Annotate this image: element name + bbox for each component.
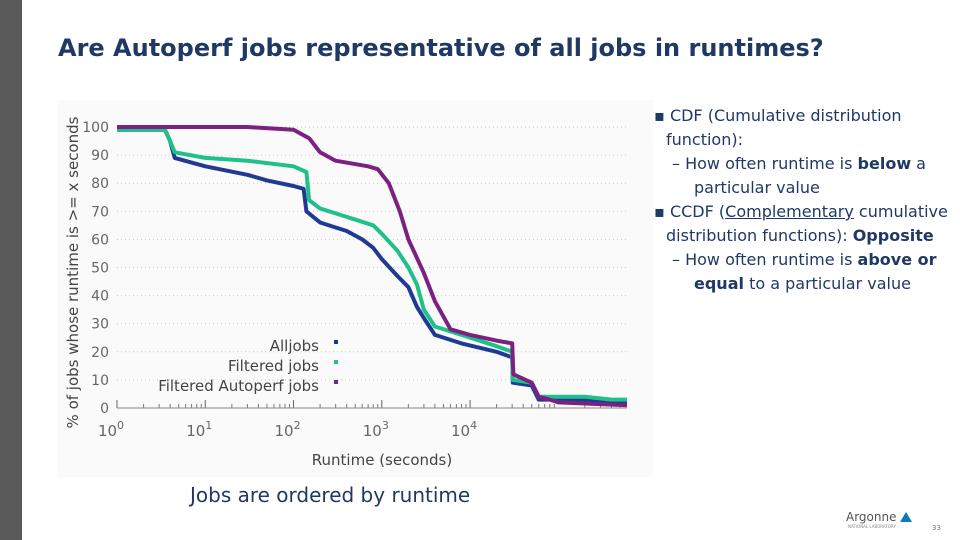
- x-tick-label: 103: [363, 419, 389, 440]
- y-tick-label: 20: [91, 345, 109, 361]
- x-axis-title: Runtime (seconds): [312, 451, 452, 469]
- logo-subtitle: NATIONAL LABORATORY: [848, 524, 896, 529]
- dash-icon: –: [672, 250, 686, 269]
- x-tick-label: 102: [274, 419, 300, 440]
- y-tick-label: 40: [91, 289, 109, 305]
- y-tick-label: 80: [91, 176, 109, 192]
- argonne-logo: Argonne: [846, 510, 913, 524]
- bullet-ccdf-sub-text-1: How often runtime is: [685, 250, 858, 269]
- bullet-square-icon: ▪: [654, 106, 670, 125]
- dash-icon: –: [672, 154, 686, 173]
- legend-marker: [334, 360, 338, 364]
- legend-marker: [334, 340, 338, 344]
- argonne-triangle-icon: [900, 512, 913, 522]
- y-tick-label: 70: [91, 204, 109, 220]
- bullet-ccdf-bold: Opposite: [852, 226, 934, 245]
- legend-label: Filtered Autoperf jobs: [158, 377, 319, 395]
- legend-label: Alljobs: [270, 337, 319, 355]
- y-tick-label: 30: [91, 317, 109, 333]
- bullet-ccdf-sub: – How often runtime is above or equal to…: [648, 248, 954, 296]
- bullet-ccdf-sub-bold: above or equal: [694, 250, 937, 293]
- bullet-cdf-sub-text-2: a particular value: [694, 154, 926, 197]
- series-line: [117, 127, 627, 402]
- bullet-cdf-sub-bold: below: [857, 154, 912, 173]
- x-tick-label: 100: [98, 419, 124, 440]
- y-tick-label: 90: [91, 148, 109, 164]
- chart-caption: Jobs are ordered by runtime: [190, 483, 471, 507]
- bullet-ccdf-sub-text-2: to a particular value: [743, 274, 911, 293]
- bullet-cdf: ▪ CDF (Cumulative distribution function)…: [648, 104, 954, 152]
- y-axis-title: % of jobs whose runtime is >= x seconds: [64, 116, 82, 428]
- bullet-ccdf-pre: CCDF (: [669, 202, 726, 221]
- legend-label: Filtered jobs: [228, 357, 319, 375]
- ccdf-chart: 0 10 20 30 40 50 60 70 80 90 100 100 101 102 103 104 All…: [64, 116, 628, 469]
- page-number: 33: [932, 524, 941, 532]
- slide-title: Are Autoperf jobs representative of all …: [58, 34, 824, 62]
- x-tick-label: 104: [451, 419, 477, 440]
- legend-marker: [334, 380, 338, 384]
- bullet-ccdf-underlined: Complementary: [725, 202, 854, 221]
- bullet-ccdf-post: cumulative distribution functions):: [666, 202, 948, 245]
- bullet-square-icon: ▪: [654, 202, 670, 221]
- bullet-list: ▪ CDF (Cumulative distribution function)…: [648, 104, 954, 296]
- y-tick-label: 10: [91, 373, 109, 389]
- x-tick-label: 101: [186, 419, 212, 440]
- bullet-cdf-text: CDF (Cumulative distribution function):: [666, 106, 902, 149]
- bullet-cdf-sub: – How often runtime is below a particula…: [648, 152, 954, 200]
- y-tick-label: 0: [100, 401, 109, 417]
- series-line: [117, 127, 627, 405]
- y-tick-label: 100: [82, 120, 109, 136]
- logo-text: Argonne: [846, 510, 897, 524]
- left-accent-bar: [0, 0, 22, 540]
- y-tick-label: 60: [91, 232, 109, 248]
- series-line: [117, 125, 628, 408]
- bullet-cdf-sub-text-1: How often runtime is: [685, 154, 858, 173]
- y-tick-label: 50: [91, 261, 109, 277]
- bullet-ccdf: ▪ CCDF (Complementary cumulative distrib…: [648, 200, 954, 248]
